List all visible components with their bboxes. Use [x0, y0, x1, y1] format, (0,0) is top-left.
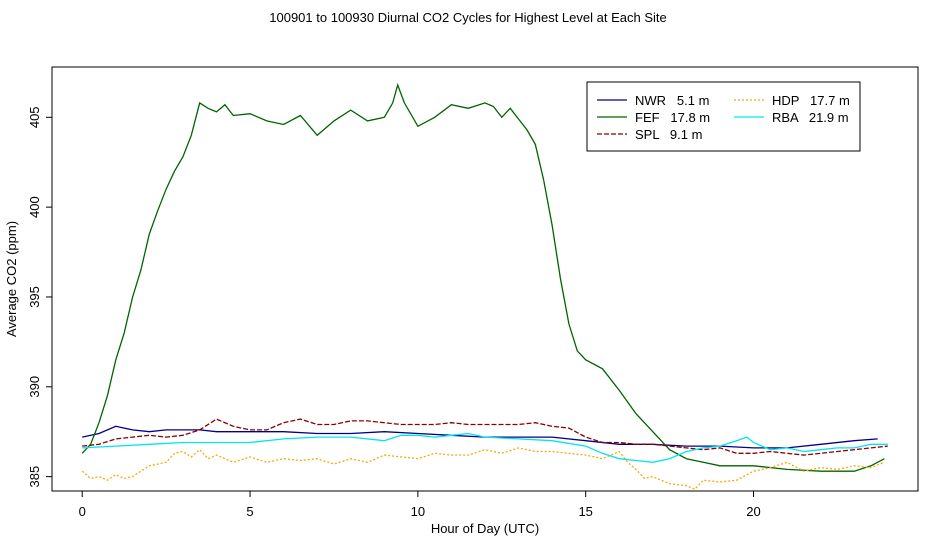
- x-axis-title: Hour of Day (UTC): [431, 521, 539, 536]
- chart-title: 100901 to 100930 Diurnal CO2 Cycles for …: [269, 10, 666, 25]
- legend-label-hdp: HDP 17.7 m: [772, 93, 850, 108]
- x-tick-label: 5: [246, 504, 253, 519]
- x-tick-label: 0: [79, 504, 86, 519]
- legend-label-rba: RBA 21.9 m: [772, 110, 849, 125]
- x-tick-label: 15: [578, 504, 592, 519]
- series-lines: [81, 82, 888, 490]
- series-line-hdp: [81, 447, 885, 490]
- x-tick-label: 10: [411, 504, 425, 519]
- series-line-spl: [82, 418, 888, 456]
- y-tick-label: 390: [27, 376, 42, 398]
- series-line-nwr: [82, 425, 878, 449]
- series-line-fef: [81, 82, 885, 472]
- x-tick-label: 20: [746, 504, 760, 519]
- y-axis: 385 390 395 400 405: [27, 106, 52, 487]
- legend-label-nwr: NWR 5.1 m: [635, 93, 709, 108]
- plot-frame: [51, 66, 919, 492]
- y-tick-label: 405: [27, 106, 42, 128]
- legend-label-spl: SPL 9.1 m: [635, 127, 702, 142]
- legend-box: [586, 81, 861, 152]
- x-axis: 0 5 10 15 20: [79, 491, 761, 519]
- y-tick-label: 385: [27, 466, 42, 488]
- y-tick-label: 400: [27, 196, 42, 218]
- y-tick-label: 395: [27, 286, 42, 308]
- series-line-rba: [82, 432, 888, 463]
- legend: NWR 5.1 m FEF 17.8 m SPL 9.1 m HDP 17.7 m RB…: [586, 81, 861, 152]
- y-axis-title: Average CO2 (ppm): [4, 221, 19, 337]
- legend-label-fef: FEF 17.8 m: [635, 110, 710, 125]
